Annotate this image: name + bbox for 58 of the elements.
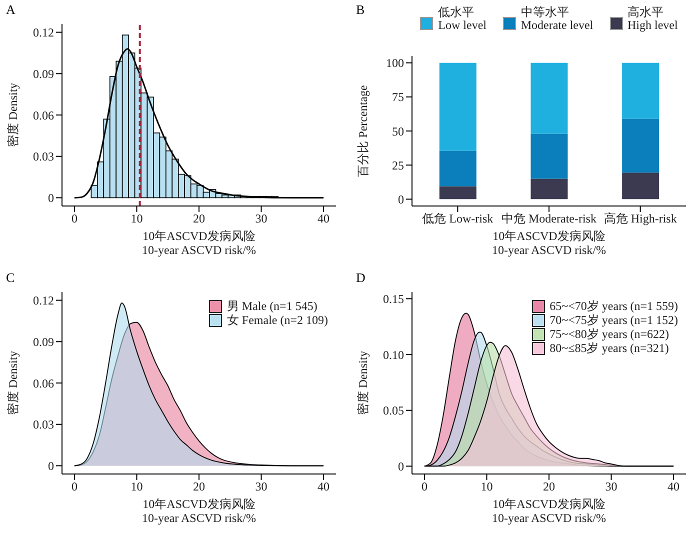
chart-title: D	[356, 270, 366, 286]
x-tick-label: 低危 Low-risk	[422, 212, 494, 226]
legend-label: 75~<80岁 years (n=622)	[550, 327, 669, 341]
y-tick-label: 0.06	[33, 376, 54, 390]
legend-label: 80~≤85岁 years (n=321)	[550, 341, 669, 355]
legend-label: 中等水平 Moderate level	[520, 5, 594, 32]
y-tick-label: 0.05	[383, 404, 404, 418]
y-tick-label: 75	[392, 90, 404, 104]
chart-title: B	[356, 2, 365, 18]
x-tick-label: 30	[255, 480, 268, 494]
y-tick-label: 0	[398, 459, 404, 474]
legend-label: 低水平 Low level	[438, 5, 486, 32]
x-tick-label: 高危 High-risk	[604, 212, 677, 226]
y-tick-label: 0	[48, 190, 54, 205]
y-axis-title: 密度 Density	[356, 350, 370, 416]
y-tick-label: 0.12	[33, 26, 54, 40]
x-tick-label: 40	[668, 480, 680, 494]
x-axis-title: 10年ASCVD发病风险 10-year ASCVD risk/%	[142, 229, 256, 257]
chart-title: A	[6, 2, 16, 18]
x-axis-title: 10年ASCVD发病风险 10-year ASCVD risk/%	[492, 229, 606, 257]
x-tick-label: 30	[255, 212, 268, 226]
y-axis-title: 密度 Density	[6, 350, 20, 416]
y-axis-title: 百分比 Percentage	[356, 85, 370, 177]
legend-label: 70~<75岁 years (n=1 152)	[550, 313, 678, 327]
legend-label: 65~<70岁 years (n=1 559)	[550, 299, 678, 313]
y-tick-label: 0.09	[33, 66, 54, 81]
y-tick-label: 0.09	[33, 334, 54, 349]
x-tick-label: 0	[71, 212, 78, 226]
x-tick-label: 20	[543, 480, 555, 494]
legend-label: 高水平 High level	[628, 5, 678, 32]
x-tick-label: 30	[605, 480, 618, 494]
y-tick-label: 50	[392, 124, 404, 138]
x-tick-label: 0	[421, 480, 428, 494]
y-tick-label: 0	[398, 192, 404, 206]
y-axis-title: 密度 Density	[6, 82, 20, 148]
y-tick-label: 0.12	[33, 294, 54, 308]
x-axis-title: 10年ASCVD发病风险 10-year ASCVD risk/%	[492, 497, 606, 525]
y-tick-label: 0.03	[33, 150, 54, 164]
x-tick-label: 10	[480, 480, 493, 494]
legend-label: 男 Male (n=1 545)	[226, 299, 318, 313]
x-tick-label: 0	[71, 480, 78, 494]
x-axis-title: 10年ASCVD发病风险 10-year ASCVD risk/%	[142, 497, 256, 525]
x-tick-label: 40	[318, 480, 330, 494]
y-tick-label: 0	[48, 458, 54, 473]
y-tick-label: 0.10	[383, 348, 404, 362]
x-tick-label: 10	[130, 480, 143, 494]
y-tick-label: 0.03	[33, 418, 54, 432]
y-tick-label: 0.06	[33, 108, 54, 122]
legend-label: 女 Female (n=2 109)	[226, 313, 328, 327]
x-tick-label: 20	[193, 212, 205, 226]
y-tick-label: 25	[392, 158, 404, 172]
y-tick-label: 0.15	[383, 292, 404, 306]
x-tick-label: 20	[193, 480, 205, 494]
x-tick-label: 10	[130, 212, 143, 226]
chart-title: C	[6, 270, 15, 286]
x-tick-label: 40	[318, 212, 330, 226]
y-tick-label: 100	[386, 56, 404, 70]
x-tick-label: 中危 Moderate-risk	[502, 212, 596, 226]
